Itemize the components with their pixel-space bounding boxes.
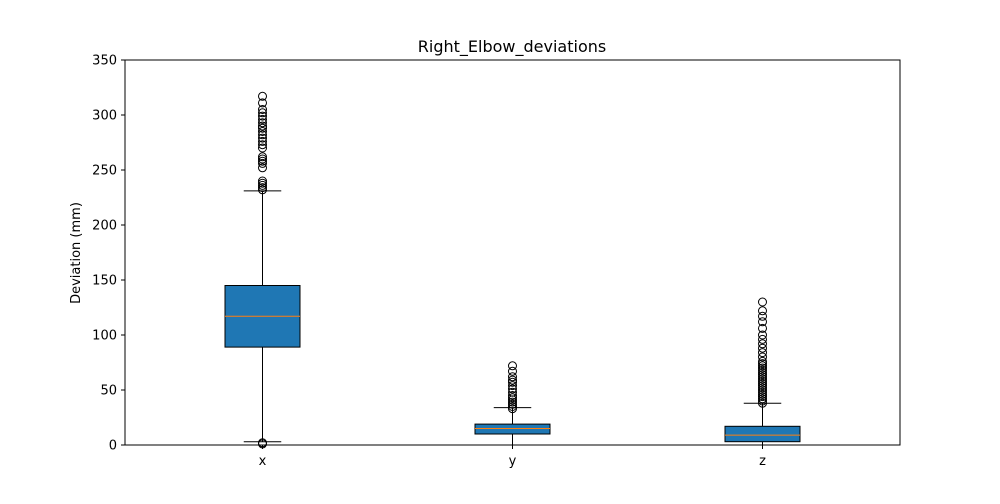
outlier-point-z — [758, 370, 767, 380]
outlier-point-y — [508, 375, 517, 385]
outlier-point-y — [508, 397, 517, 407]
outlier-point-y — [508, 366, 517, 376]
outlier-point-x — [258, 108, 267, 118]
outlier-point-x — [258, 91, 267, 101]
outlier-point-y — [508, 402, 517, 411]
outlier-point-z — [758, 297, 767, 307]
outlier-point-x — [258, 183, 267, 193]
outlier-point-z — [758, 330, 767, 340]
outlier-point-x — [258, 158, 267, 168]
outlier-point-x — [258, 133, 267, 143]
outlier-point-z — [758, 381, 767, 391]
outlier-point-z — [758, 396, 767, 406]
outlier-point-z — [758, 363, 767, 373]
outlier-point-z — [758, 359, 767, 369]
outlier-point-x — [258, 163, 267, 173]
outlier-point-x — [258, 140, 267, 150]
outlier-point-z — [758, 348, 767, 358]
y-tick-label: 300 — [92, 109, 117, 124]
outlier-point-x — [258, 127, 267, 136]
outlier-point-z — [758, 376, 767, 386]
outlier-point-z — [758, 387, 767, 397]
outlier-point-z — [758, 343, 767, 353]
outlier-point-z — [758, 317, 767, 327]
outlier-point-x — [258, 176, 267, 186]
outlier-point-z — [758, 383, 767, 393]
outlier-point-z — [758, 389, 767, 399]
x-tick-label-x: x — [259, 454, 267, 469]
outlier-point-x — [258, 114, 267, 124]
x-tick-label-y: y — [509, 454, 517, 469]
box-z — [724, 425, 801, 443]
plot-area: 0 50 100 150 200 250 300 350 x y z — [92, 54, 801, 469]
axes-frame — [124, 59, 901, 446]
outlier-point-z — [758, 361, 767, 371]
outlier-point-z — [758, 356, 767, 366]
outlier-point-z — [758, 374, 767, 384]
outlier-point-y — [508, 391, 517, 400]
x-tick-label-z: z — [759, 454, 766, 469]
y-tick-label: 50 — [100, 384, 117, 399]
y-tick-label: 0 — [109, 439, 117, 454]
outlier-point-y — [508, 404, 517, 414]
outlier-point-x — [258, 121, 267, 131]
outlier-point-x — [258, 185, 267, 195]
outlier-point-z — [758, 367, 767, 377]
y-axis-label: Deviation (mm) — [69, 202, 84, 304]
outlier-point-z — [758, 352, 767, 362]
outlier-point-x — [258, 156, 267, 166]
outlier-point-z — [758, 311, 767, 321]
outlier-point-x — [258, 130, 267, 140]
box-y — [474, 423, 551, 435]
outlier-point-z — [758, 378, 767, 388]
y-tick-label: 100 — [92, 329, 117, 344]
outlier-point-y — [508, 384, 517, 394]
outlier-point-x — [258, 123, 267, 133]
outlier-point-z — [758, 392, 767, 402]
outlier-point-x — [258, 105, 267, 114]
y-tick-label: 200 — [92, 219, 117, 234]
outlier-point-z — [758, 372, 767, 382]
outlier-point-x — [258, 98, 267, 108]
outlier-point-x — [258, 118, 267, 128]
outlier-point-z — [758, 323, 767, 333]
outlier-point-z — [758, 334, 767, 344]
outlier-point-x — [258, 178, 267, 188]
outlier-point-y — [508, 393, 517, 403]
outlier-point-x — [258, 180, 267, 190]
outlier-point-y — [508, 372, 517, 382]
y-tick-label: 150 — [92, 274, 117, 289]
outlier-point-z — [758, 394, 767, 404]
outlier-point-y — [508, 399, 517, 409]
outlier-point-y — [508, 381, 517, 391]
chart-title: Right_Elbow_deviations — [418, 37, 606, 57]
outlier-point-z — [758, 365, 767, 375]
outlier-point-y — [508, 377, 517, 387]
outlier-point-x — [258, 154, 267, 164]
outlier-point-z — [758, 306, 767, 316]
y-tick-label: 250 — [92, 164, 117, 179]
outlier-point-x — [258, 136, 267, 146]
outlier-point-x — [258, 152, 267, 162]
outlier-point-x — [258, 143, 267, 153]
outlier-point-z — [758, 339, 767, 349]
outlier-point-x — [258, 111, 267, 121]
outlier-point-z — [758, 398, 767, 408]
y-tick-label: 350 — [92, 54, 117, 69]
outlier-point-y — [508, 361, 517, 371]
outlier-point-y — [508, 387, 517, 397]
outlier-point-z — [758, 385, 767, 395]
